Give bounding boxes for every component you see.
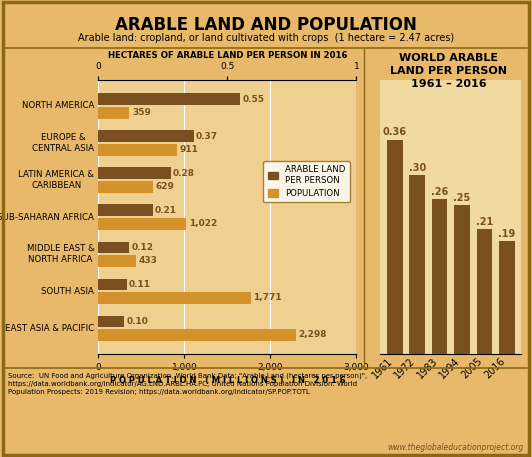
Text: 0.10: 0.10 bbox=[126, 317, 148, 326]
Text: .26: .26 bbox=[431, 187, 448, 197]
Bar bbox=[387, 139, 403, 354]
Bar bbox=[454, 205, 470, 354]
Text: 0.37: 0.37 bbox=[196, 132, 218, 141]
Bar bbox=[409, 175, 425, 354]
Text: 1,022: 1,022 bbox=[189, 219, 217, 228]
Text: 2,298: 2,298 bbox=[298, 330, 327, 340]
Text: WORLD ARABLE
LAND PER PERSON
1961 – 2016: WORLD ARABLE LAND PER PERSON 1961 – 2016 bbox=[390, 53, 507, 89]
Bar bbox=[98, 204, 153, 216]
Bar bbox=[432, 199, 447, 354]
Text: .30: .30 bbox=[409, 163, 426, 173]
Text: 433: 433 bbox=[138, 256, 157, 266]
X-axis label: HECTARES OF ARABLE LAND PER PERSON IN 2016: HECTARES OF ARABLE LAND PER PERSON IN 20… bbox=[107, 51, 347, 60]
Bar bbox=[98, 218, 186, 230]
Text: ARABLE LAND AND POPULATION: ARABLE LAND AND POPULATION bbox=[115, 16, 417, 34]
Text: Source:  UN Food and Agriculture Organization, World Bank Data; "Arable Land (he: Source: UN Food and Agriculture Organiza… bbox=[8, 372, 367, 395]
Text: .25: .25 bbox=[453, 193, 471, 203]
Text: 911: 911 bbox=[179, 145, 198, 154]
Bar bbox=[98, 181, 153, 192]
Text: Arable land: cropland, or land cultivated with crops  (1 hectare = 2.47 acres): Arable land: cropland, or land cultivate… bbox=[78, 33, 454, 43]
Bar bbox=[98, 242, 129, 253]
Text: 359: 359 bbox=[132, 108, 151, 117]
Bar bbox=[98, 130, 194, 142]
Text: 0.28: 0.28 bbox=[173, 169, 195, 178]
Text: 0.21: 0.21 bbox=[155, 206, 177, 215]
Bar bbox=[98, 255, 136, 267]
Bar bbox=[98, 316, 124, 328]
Legend: ARABLE LAND
PER PERSON, POPULATION: ARABLE LAND PER PERSON, POPULATION bbox=[263, 161, 350, 202]
Bar bbox=[477, 229, 493, 354]
Text: 0.11: 0.11 bbox=[129, 280, 151, 289]
Bar bbox=[98, 292, 251, 304]
Text: 0.36: 0.36 bbox=[383, 127, 406, 137]
X-axis label: P O P U L A T I O N   ( M I L L I O N S )   I N   2 0 1 6: P O P U L A T I O N ( M I L L I O N S ) … bbox=[110, 377, 345, 385]
Bar bbox=[98, 93, 240, 105]
Text: 0.55: 0.55 bbox=[243, 95, 264, 104]
Text: .19: .19 bbox=[498, 228, 516, 239]
Bar bbox=[98, 279, 127, 291]
Bar bbox=[98, 143, 177, 155]
Bar bbox=[98, 329, 296, 341]
Text: 629: 629 bbox=[155, 182, 174, 191]
Bar bbox=[98, 106, 129, 118]
Text: 0.12: 0.12 bbox=[131, 243, 153, 252]
Bar bbox=[98, 167, 171, 179]
Bar bbox=[499, 241, 515, 354]
Text: 1,771: 1,771 bbox=[253, 293, 282, 303]
Text: www.theglobaleducationproject.org: www.theglobaleducationproject.org bbox=[388, 442, 524, 452]
Text: .21: .21 bbox=[476, 217, 493, 227]
